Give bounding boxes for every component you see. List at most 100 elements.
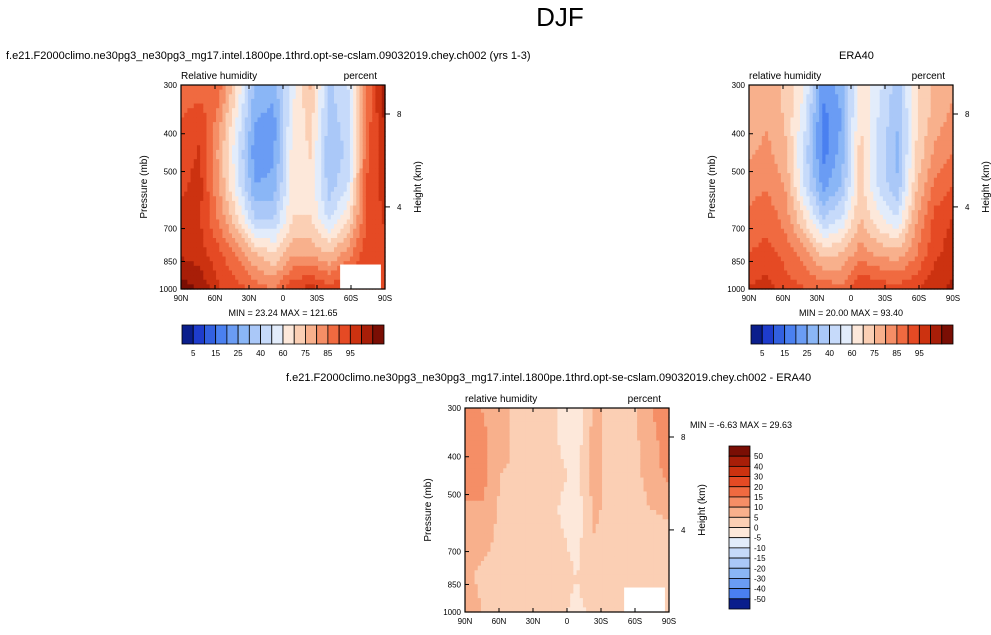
model-cell <box>260 131 265 137</box>
model-cell <box>263 182 268 188</box>
model-cell <box>314 187 319 193</box>
model-cell <box>340 131 345 137</box>
model-cell <box>212 94 217 100</box>
model-cell <box>222 108 227 114</box>
model-cell <box>273 108 278 114</box>
model-cell <box>298 210 303 216</box>
model-cell <box>244 89 249 95</box>
model-cell <box>298 168 303 174</box>
model-cell <box>273 238 278 244</box>
model-cell <box>279 242 284 248</box>
model-cell <box>263 238 268 244</box>
model-cell <box>349 136 354 142</box>
model-cell <box>225 228 230 234</box>
model-cell <box>209 159 214 165</box>
model-cell <box>314 214 319 221</box>
model-cell <box>311 191 316 197</box>
model-cell <box>270 163 275 170</box>
model-cell <box>196 103 201 109</box>
model-cell <box>232 98 236 105</box>
model-cell <box>267 154 271 160</box>
model-cell <box>356 256 361 262</box>
model-cell <box>228 256 233 262</box>
model-cell <box>273 94 278 100</box>
model-cell <box>308 108 313 114</box>
model-cell <box>283 112 287 119</box>
model-cell <box>346 187 351 193</box>
model-cell <box>314 145 319 151</box>
model-cell <box>203 228 208 234</box>
model-cell <box>270 210 275 216</box>
model-cell <box>334 205 338 211</box>
model-cell <box>187 210 192 216</box>
model-cell <box>308 177 313 183</box>
model-cell <box>235 210 239 216</box>
model-cell <box>181 108 185 114</box>
model-cell <box>311 182 316 188</box>
model-cell <box>314 89 319 95</box>
model-cell <box>190 228 195 234</box>
model-cell <box>353 89 357 95</box>
model-cell <box>353 112 357 119</box>
model-cell <box>340 247 345 253</box>
model-cell <box>212 145 217 151</box>
model-cell <box>324 279 329 285</box>
model-cell <box>200 265 204 272</box>
model-cell <box>340 159 345 165</box>
model-y2-tick-label: 8 <box>397 110 402 119</box>
model-cell <box>184 131 188 137</box>
model-cell <box>181 265 185 272</box>
model-cell <box>263 251 268 258</box>
model-cell <box>305 219 310 225</box>
model-cell <box>273 177 278 183</box>
model-cell <box>267 163 271 170</box>
model-cell <box>244 256 249 262</box>
model-cell <box>209 103 214 109</box>
model-cell <box>219 214 224 221</box>
model-cell <box>321 182 326 188</box>
model-cell <box>193 145 198 151</box>
model-cell <box>203 159 208 165</box>
model-cell <box>321 251 326 258</box>
model-cell <box>254 182 259 188</box>
model-cell <box>228 131 233 137</box>
model-cell <box>318 163 322 170</box>
model-cell <box>279 219 284 225</box>
model-cell <box>232 159 236 165</box>
model-cell <box>196 210 201 216</box>
model-cell <box>324 270 329 276</box>
model-cell <box>302 112 306 119</box>
model-cell <box>228 238 233 244</box>
model-cell <box>247 196 252 202</box>
model-cell <box>346 261 351 267</box>
model-cell <box>359 89 364 95</box>
model-cell <box>193 168 198 174</box>
model-cell <box>346 85 351 91</box>
model-cell <box>340 210 345 216</box>
model-cell <box>305 238 310 244</box>
model-cell <box>337 251 341 258</box>
model-cell <box>318 247 322 253</box>
model-cell <box>279 238 284 244</box>
model-cell <box>273 279 278 285</box>
model-cell <box>305 196 310 202</box>
model-cell <box>181 270 185 276</box>
model-cell <box>235 228 239 234</box>
model-cell <box>244 117 249 123</box>
model-cell <box>247 131 252 137</box>
model-cell <box>356 126 361 132</box>
model-cell <box>181 275 185 281</box>
model-cell <box>203 233 208 239</box>
model-cell <box>298 131 303 137</box>
model-cell <box>257 103 262 109</box>
model-cell <box>228 265 233 272</box>
model-cell <box>257 131 262 137</box>
model-cell <box>181 191 185 197</box>
model-cell <box>219 284 224 290</box>
model-cell <box>267 126 271 132</box>
model-cell <box>260 89 265 95</box>
model-cell <box>238 149 243 156</box>
model-cell <box>254 163 259 170</box>
model-cell <box>321 168 326 174</box>
model-cell <box>257 279 262 285</box>
